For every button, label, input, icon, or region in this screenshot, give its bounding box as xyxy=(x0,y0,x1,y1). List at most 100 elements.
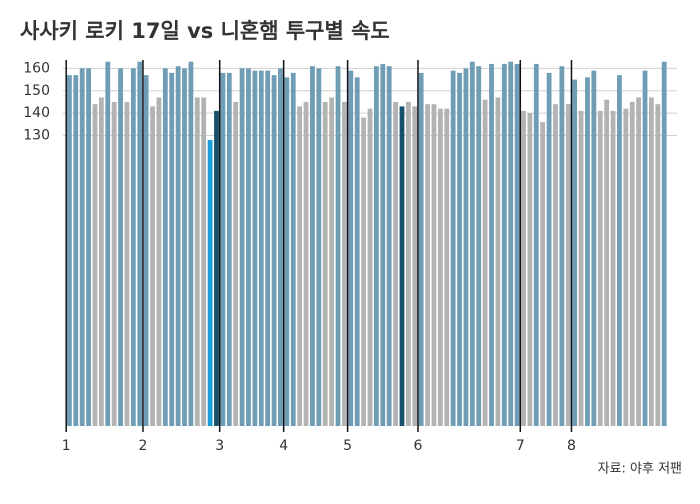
x-tick-label: 5 xyxy=(343,438,352,454)
bar xyxy=(501,63,507,426)
bar xyxy=(86,68,91,426)
bar xyxy=(393,101,398,426)
bar xyxy=(444,108,450,427)
bar xyxy=(521,110,526,426)
x-tick-label: 4 xyxy=(279,438,288,454)
bar xyxy=(335,66,341,427)
bar xyxy=(482,99,488,426)
bar xyxy=(188,61,194,426)
bar xyxy=(540,122,546,427)
bar xyxy=(629,101,635,426)
bar xyxy=(418,72,424,426)
bar xyxy=(661,61,667,426)
bar xyxy=(572,79,578,426)
bar xyxy=(316,68,322,426)
bar xyxy=(322,101,328,426)
bar xyxy=(214,110,219,426)
bar xyxy=(137,61,143,426)
bar xyxy=(636,97,642,426)
y-tick-label: 150 xyxy=(23,83,50,99)
bar xyxy=(354,77,360,426)
bar xyxy=(220,72,226,426)
bar xyxy=(565,104,571,427)
bar xyxy=(617,75,622,427)
bar xyxy=(98,97,104,426)
bar xyxy=(533,63,539,426)
source: 자료: 야후 저팬 xyxy=(598,462,682,477)
x-tick-label: 3 xyxy=(215,438,224,454)
bar xyxy=(469,61,475,426)
bar xyxy=(342,101,347,426)
bar xyxy=(207,139,213,426)
bar xyxy=(143,75,149,427)
bar xyxy=(399,106,405,426)
bar xyxy=(476,66,482,427)
bar xyxy=(559,66,565,427)
bar xyxy=(329,97,335,426)
bar xyxy=(66,75,72,427)
bar xyxy=(457,72,462,426)
bar xyxy=(194,97,200,426)
bar xyxy=(437,108,443,427)
y-tick-label: 160 xyxy=(23,60,50,76)
bar xyxy=(124,101,130,426)
bar xyxy=(265,70,271,426)
bar xyxy=(303,101,309,426)
x-tick-label: 1 xyxy=(62,438,71,454)
bar xyxy=(92,104,98,427)
bar xyxy=(252,70,258,426)
bar xyxy=(642,70,648,426)
bar xyxy=(380,63,386,426)
bar xyxy=(463,68,469,426)
bar xyxy=(348,70,354,426)
bar xyxy=(201,97,207,426)
bar xyxy=(655,104,661,427)
bar xyxy=(495,97,501,426)
bar xyxy=(623,108,629,427)
bar xyxy=(546,72,552,426)
bar xyxy=(239,68,245,426)
bar xyxy=(508,61,514,426)
bar xyxy=(130,68,136,426)
bar xyxy=(412,106,418,426)
bar xyxy=(162,68,168,426)
bar xyxy=(156,97,162,426)
bar xyxy=(271,75,277,427)
bar xyxy=(405,101,411,426)
bar xyxy=(290,72,296,426)
bar xyxy=(246,68,251,426)
bar xyxy=(553,104,558,427)
bar xyxy=(386,66,392,427)
bar xyxy=(278,68,283,426)
bar xyxy=(175,66,181,427)
x-tick-label: 8 xyxy=(567,438,576,454)
bar xyxy=(118,68,123,426)
bar xyxy=(284,77,290,426)
bar xyxy=(514,63,520,426)
bar xyxy=(182,68,187,426)
y-tick-label: 140 xyxy=(23,105,50,121)
bar xyxy=(111,101,117,426)
bar xyxy=(610,110,616,426)
bar xyxy=(489,63,494,426)
bar xyxy=(226,72,232,426)
bar xyxy=(604,99,610,426)
bar xyxy=(367,108,373,427)
bar xyxy=(527,113,533,427)
bar xyxy=(233,101,239,426)
bar xyxy=(169,72,175,426)
bar xyxy=(73,75,79,427)
bar xyxy=(431,104,437,427)
bar xyxy=(373,66,379,427)
x-tick-label: 2 xyxy=(138,438,147,454)
bar xyxy=(578,110,584,426)
bar xyxy=(597,110,603,426)
x-tick-label: 7 xyxy=(516,438,525,454)
bar xyxy=(150,106,155,426)
bar xyxy=(585,77,590,426)
bar xyxy=(425,104,430,427)
bar xyxy=(258,70,264,426)
bar xyxy=(361,117,367,427)
bar xyxy=(79,68,85,426)
